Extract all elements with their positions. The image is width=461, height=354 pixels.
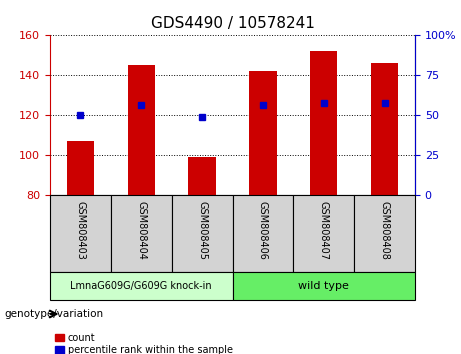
Bar bbox=[232, 195, 293, 272]
Text: genotype/variation: genotype/variation bbox=[5, 309, 104, 319]
Bar bbox=[249, 71, 277, 195]
Bar bbox=[371, 63, 398, 195]
Title: GDS4490 / 10578241: GDS4490 / 10578241 bbox=[151, 16, 314, 31]
Text: GSM808408: GSM808408 bbox=[379, 201, 390, 260]
Bar bbox=[128, 65, 155, 195]
Text: GSM808407: GSM808407 bbox=[319, 201, 329, 260]
Bar bbox=[232, 272, 415, 300]
Text: LmnaG609G/G609G knock-in: LmnaG609G/G609G knock-in bbox=[71, 281, 212, 291]
Text: GSM808405: GSM808405 bbox=[197, 201, 207, 260]
Text: wild type: wild type bbox=[298, 281, 349, 291]
Bar bbox=[354, 195, 415, 272]
Bar bbox=[293, 195, 354, 272]
Legend: count, percentile rank within the sample: count, percentile rank within the sample bbox=[55, 333, 232, 354]
Bar bbox=[189, 157, 216, 195]
Text: GSM808404: GSM808404 bbox=[136, 201, 146, 260]
Text: GSM808406: GSM808406 bbox=[258, 201, 268, 260]
Bar bbox=[50, 272, 232, 300]
Bar bbox=[111, 195, 171, 272]
Bar bbox=[67, 141, 94, 195]
Bar bbox=[50, 195, 111, 272]
Text: GSM808403: GSM808403 bbox=[76, 201, 85, 260]
Bar bbox=[310, 51, 337, 195]
Bar bbox=[171, 195, 232, 272]
